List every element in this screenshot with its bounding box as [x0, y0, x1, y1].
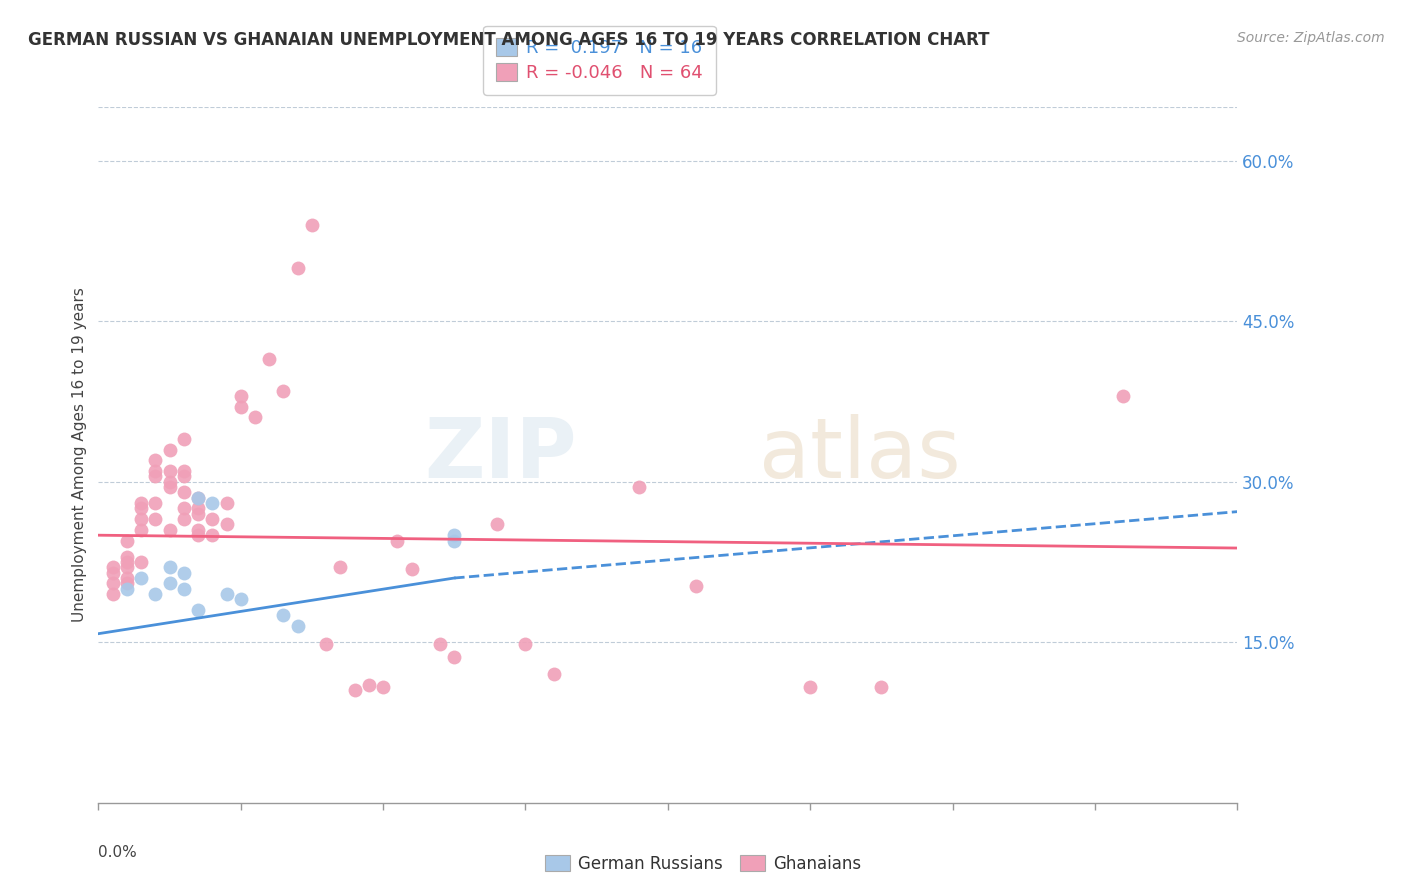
Point — [329, 560, 352, 574]
Point — [173, 432, 195, 446]
Point — [357, 678, 380, 692]
Point — [129, 512, 152, 526]
Point — [229, 389, 252, 403]
Point — [115, 560, 138, 574]
Point — [173, 469, 195, 483]
Point — [799, 680, 821, 694]
Point — [229, 400, 252, 414]
Point — [215, 517, 238, 532]
Point — [343, 683, 366, 698]
Point — [173, 464, 195, 478]
Point — [229, 592, 252, 607]
Point — [115, 549, 138, 564]
Point — [201, 512, 224, 526]
Point — [129, 571, 152, 585]
Point — [115, 555, 138, 569]
Point — [173, 501, 195, 516]
Point — [145, 453, 167, 467]
Point — [401, 562, 423, 576]
Point — [287, 619, 309, 633]
Point — [443, 533, 465, 548]
Point — [101, 587, 124, 601]
Point — [173, 566, 195, 580]
Text: GERMAN RUSSIAN VS GHANAIAN UNEMPLOYMENT AMONG AGES 16 TO 19 YEARS CORRELATION CH: GERMAN RUSSIAN VS GHANAIAN UNEMPLOYMENT … — [28, 31, 990, 49]
Point — [159, 560, 181, 574]
Text: 0.0%: 0.0% — [98, 845, 138, 860]
Point — [215, 587, 238, 601]
Point — [129, 496, 152, 510]
Point — [145, 512, 167, 526]
Point — [201, 528, 224, 542]
Point — [115, 576, 138, 591]
Point — [187, 603, 209, 617]
Point — [115, 571, 138, 585]
Point — [628, 480, 651, 494]
Legend: German Russians, Ghanaians: German Russians, Ghanaians — [538, 848, 868, 880]
Point — [486, 517, 509, 532]
Point — [201, 496, 224, 510]
Point — [115, 533, 138, 548]
Point — [259, 351, 281, 366]
Point — [187, 491, 209, 505]
Point — [315, 637, 337, 651]
Point — [443, 650, 465, 665]
Point — [173, 485, 195, 500]
Point — [173, 582, 195, 596]
Point — [145, 496, 167, 510]
Point — [187, 528, 209, 542]
Point — [101, 560, 124, 574]
Point — [145, 469, 167, 483]
Point — [159, 475, 181, 489]
Point — [115, 582, 138, 596]
Y-axis label: Unemployment Among Ages 16 to 19 years: Unemployment Among Ages 16 to 19 years — [72, 287, 87, 623]
Point — [215, 496, 238, 510]
Point — [515, 637, 537, 651]
Point — [287, 260, 309, 275]
Point — [387, 533, 409, 548]
Text: ZIP: ZIP — [425, 415, 576, 495]
Point — [1112, 389, 1135, 403]
Legend: R =  0.197   N = 16, R = -0.046   N = 64: R = 0.197 N = 16, R = -0.046 N = 64 — [484, 26, 716, 95]
Point — [159, 464, 181, 478]
Point — [187, 523, 209, 537]
Point — [243, 410, 266, 425]
Point — [685, 578, 707, 592]
Point — [187, 491, 209, 505]
Point — [187, 507, 209, 521]
Point — [129, 555, 152, 569]
Point — [443, 528, 465, 542]
Point — [159, 576, 181, 591]
Point — [159, 480, 181, 494]
Point — [129, 501, 152, 516]
Point — [273, 608, 295, 623]
Point — [129, 523, 152, 537]
Text: atlas: atlas — [759, 415, 960, 495]
Point — [101, 566, 124, 580]
Point — [870, 680, 893, 694]
Point — [371, 680, 394, 694]
Point — [543, 667, 565, 681]
Point — [159, 523, 181, 537]
Point — [187, 501, 209, 516]
Point — [159, 442, 181, 457]
Point — [145, 587, 167, 601]
Point — [429, 637, 451, 651]
Point — [145, 464, 167, 478]
Text: Source: ZipAtlas.com: Source: ZipAtlas.com — [1237, 31, 1385, 45]
Point — [301, 218, 323, 232]
Point — [273, 384, 295, 398]
Point — [173, 512, 195, 526]
Point — [101, 576, 124, 591]
